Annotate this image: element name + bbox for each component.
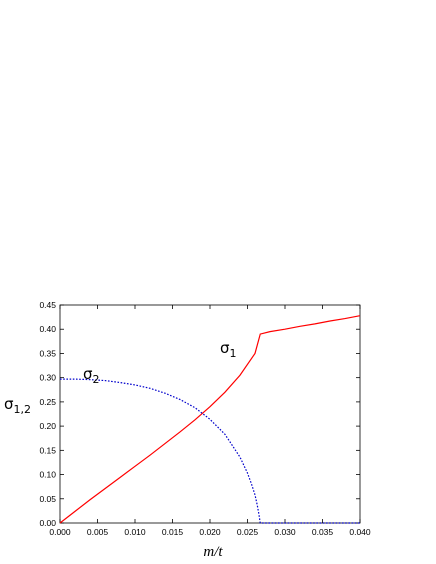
plot-frame [59,304,361,524]
x-tick-label: 0.040 [349,527,371,537]
y-tick-label: 0.40 [39,324,56,334]
x-axis-label: m/t [203,544,223,560]
series-line-sigma2 [60,378,360,524]
y-tick-label: 0.30 [39,373,56,383]
y-tick-label: 0.25 [39,397,56,407]
series-label-sigma1: σ1 [220,339,237,360]
y-axis-ticks: 0.00 0.05 0.10 0.15 0.20 0.25 0.30 0.35 0.40 0.45 [39,300,360,528]
x-tick-label: 0.025 [237,527,259,537]
y-tick-label: 0.05 [39,494,56,504]
series-layer [59,315,361,524]
x-tick-label: 0.010 [124,527,146,537]
y-tick-label: 0.20 [39,421,56,431]
y-tick-label: 0.10 [39,470,56,480]
x-tick-label: 0.000 [49,527,71,537]
x-tick-label: 0.015 [162,527,184,537]
y-tick-label: 0.00 [39,518,56,528]
y-tick-label: 0.45 [39,300,56,310]
series-line-sigma1 [59,315,361,524]
series-label-sigma2: σ2 [83,365,100,386]
plot-border [59,304,361,524]
y-tick-label: 0.15 [39,445,56,455]
x-axis-ticks: 0.000 0.005 0.010 0.015 0.020 0.025 0.030 0.035… [49,305,371,537]
x-tick-label: 0.005 [87,527,109,537]
x-tick-label: 0.030 [274,527,296,537]
y-tick-label: 0.35 [39,348,56,358]
x-tick-label: 0.020 [199,527,221,537]
x-tick-label: 0.035 [312,527,334,537]
y-axis-label: σ1,2 [4,395,31,416]
